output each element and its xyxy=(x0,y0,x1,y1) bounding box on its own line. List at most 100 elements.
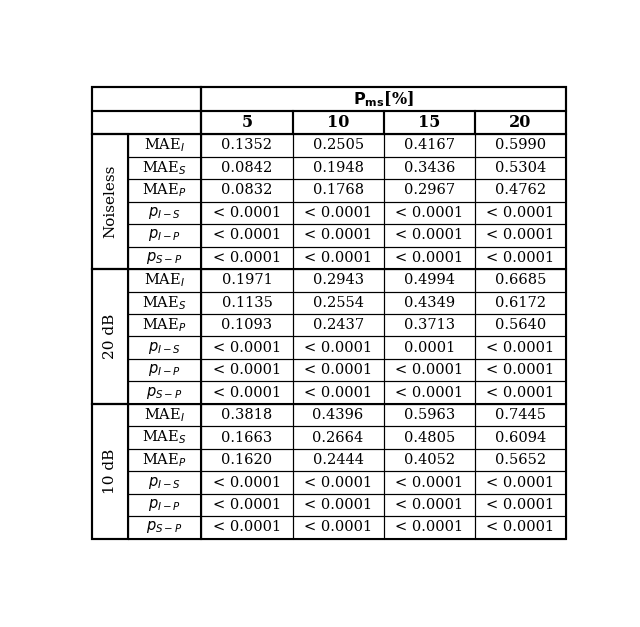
Text: 0.1093: 0.1093 xyxy=(221,319,273,332)
Text: < 0.0001: < 0.0001 xyxy=(213,386,281,399)
Bar xyxy=(292,202,384,224)
Bar xyxy=(202,337,292,359)
Text: 0.2444: 0.2444 xyxy=(312,453,364,467)
Text: 0.6685: 0.6685 xyxy=(495,273,546,287)
Bar xyxy=(475,337,566,359)
Text: 0.2505: 0.2505 xyxy=(312,139,364,152)
Bar xyxy=(292,314,384,337)
Text: 0.2437: 0.2437 xyxy=(312,319,364,332)
Text: 5: 5 xyxy=(241,114,253,131)
Bar xyxy=(92,134,128,269)
Bar xyxy=(384,179,475,202)
Text: 0.1971: 0.1971 xyxy=(221,273,272,287)
Text: MAE$_S$: MAE$_S$ xyxy=(142,294,187,312)
Text: < 0.0001: < 0.0001 xyxy=(213,340,281,355)
Text: MAE$_S$: MAE$_S$ xyxy=(142,159,187,177)
Bar xyxy=(128,269,202,292)
Text: < 0.0001: < 0.0001 xyxy=(396,228,463,243)
Bar xyxy=(384,246,475,269)
Bar xyxy=(128,359,202,381)
Bar xyxy=(475,224,566,246)
Text: 0.4396: 0.4396 xyxy=(312,408,364,422)
Bar xyxy=(292,292,384,314)
Text: MAE$_P$: MAE$_P$ xyxy=(142,317,187,334)
Bar xyxy=(128,314,202,337)
Bar xyxy=(202,314,292,337)
Bar xyxy=(128,134,202,157)
Text: < 0.0001: < 0.0001 xyxy=(396,206,463,220)
Text: < 0.0001: < 0.0001 xyxy=(304,340,372,355)
Bar xyxy=(128,157,202,179)
Text: < 0.0001: < 0.0001 xyxy=(486,251,554,265)
Text: < 0.0001: < 0.0001 xyxy=(213,475,281,490)
Text: $p_{I-S}$: $p_{I-S}$ xyxy=(148,205,181,221)
Text: 10 dB: 10 dB xyxy=(103,449,117,494)
Bar xyxy=(292,494,384,516)
Bar xyxy=(292,179,384,202)
Bar xyxy=(128,449,202,472)
Text: 0.2664: 0.2664 xyxy=(312,431,364,445)
Bar xyxy=(128,224,202,246)
Bar xyxy=(202,179,292,202)
Bar xyxy=(202,404,292,426)
Text: 0.5652: 0.5652 xyxy=(495,453,546,467)
Text: $p_{I-S}$: $p_{I-S}$ xyxy=(148,475,181,490)
Text: < 0.0001: < 0.0001 xyxy=(213,251,281,265)
Text: < 0.0001: < 0.0001 xyxy=(304,251,372,265)
Bar xyxy=(384,516,475,539)
Bar xyxy=(384,134,475,157)
Text: 0.2943: 0.2943 xyxy=(312,273,364,287)
Bar xyxy=(92,87,202,111)
Text: 0.6172: 0.6172 xyxy=(495,296,546,310)
Text: < 0.0001: < 0.0001 xyxy=(304,206,372,220)
Bar xyxy=(202,292,292,314)
Bar xyxy=(128,381,202,404)
Bar xyxy=(128,246,202,269)
Text: 0.4805: 0.4805 xyxy=(404,431,455,445)
Text: < 0.0001: < 0.0001 xyxy=(213,206,281,220)
Text: 0.4167: 0.4167 xyxy=(404,139,455,152)
Text: < 0.0001: < 0.0001 xyxy=(304,520,372,534)
Text: $p_{I-P}$: $p_{I-P}$ xyxy=(148,362,181,378)
Text: $p_{S-P}$: $p_{S-P}$ xyxy=(147,520,183,535)
Text: < 0.0001: < 0.0001 xyxy=(213,228,281,243)
Bar xyxy=(292,224,384,246)
Text: < 0.0001: < 0.0001 xyxy=(486,520,554,534)
Text: MAE$_I$: MAE$_I$ xyxy=(144,137,185,154)
Text: < 0.0001: < 0.0001 xyxy=(396,251,463,265)
Bar xyxy=(202,494,292,516)
Bar xyxy=(384,426,475,449)
Bar xyxy=(292,359,384,381)
Text: < 0.0001: < 0.0001 xyxy=(213,520,281,534)
Bar xyxy=(475,516,566,539)
Text: < 0.0001: < 0.0001 xyxy=(396,386,463,399)
Text: MAE$_I$: MAE$_I$ xyxy=(144,406,185,424)
Bar xyxy=(202,472,292,494)
Bar xyxy=(475,157,566,179)
Bar xyxy=(128,426,202,449)
Text: MAE$_I$: MAE$_I$ xyxy=(144,271,185,289)
Bar xyxy=(475,426,566,449)
Bar xyxy=(92,404,128,539)
Text: 0.5963: 0.5963 xyxy=(404,408,455,422)
Bar xyxy=(292,246,384,269)
Bar xyxy=(475,246,566,269)
Bar xyxy=(128,179,202,202)
Bar xyxy=(292,111,384,134)
Bar xyxy=(202,224,292,246)
Bar xyxy=(384,269,475,292)
Text: < 0.0001: < 0.0001 xyxy=(486,498,554,512)
Text: 0.2554: 0.2554 xyxy=(312,296,364,310)
Bar xyxy=(292,269,384,292)
Bar xyxy=(92,269,128,404)
Text: $p_{I-S}$: $p_{I-S}$ xyxy=(148,340,181,356)
Bar xyxy=(292,472,384,494)
Text: < 0.0001: < 0.0001 xyxy=(486,363,554,377)
Text: 0.3436: 0.3436 xyxy=(404,161,455,175)
Text: $p_{S-P}$: $p_{S-P}$ xyxy=(147,384,183,401)
Text: 20 dB: 20 dB xyxy=(103,314,117,359)
Bar xyxy=(384,381,475,404)
Bar xyxy=(475,269,566,292)
Bar xyxy=(384,224,475,246)
Bar xyxy=(128,404,202,426)
